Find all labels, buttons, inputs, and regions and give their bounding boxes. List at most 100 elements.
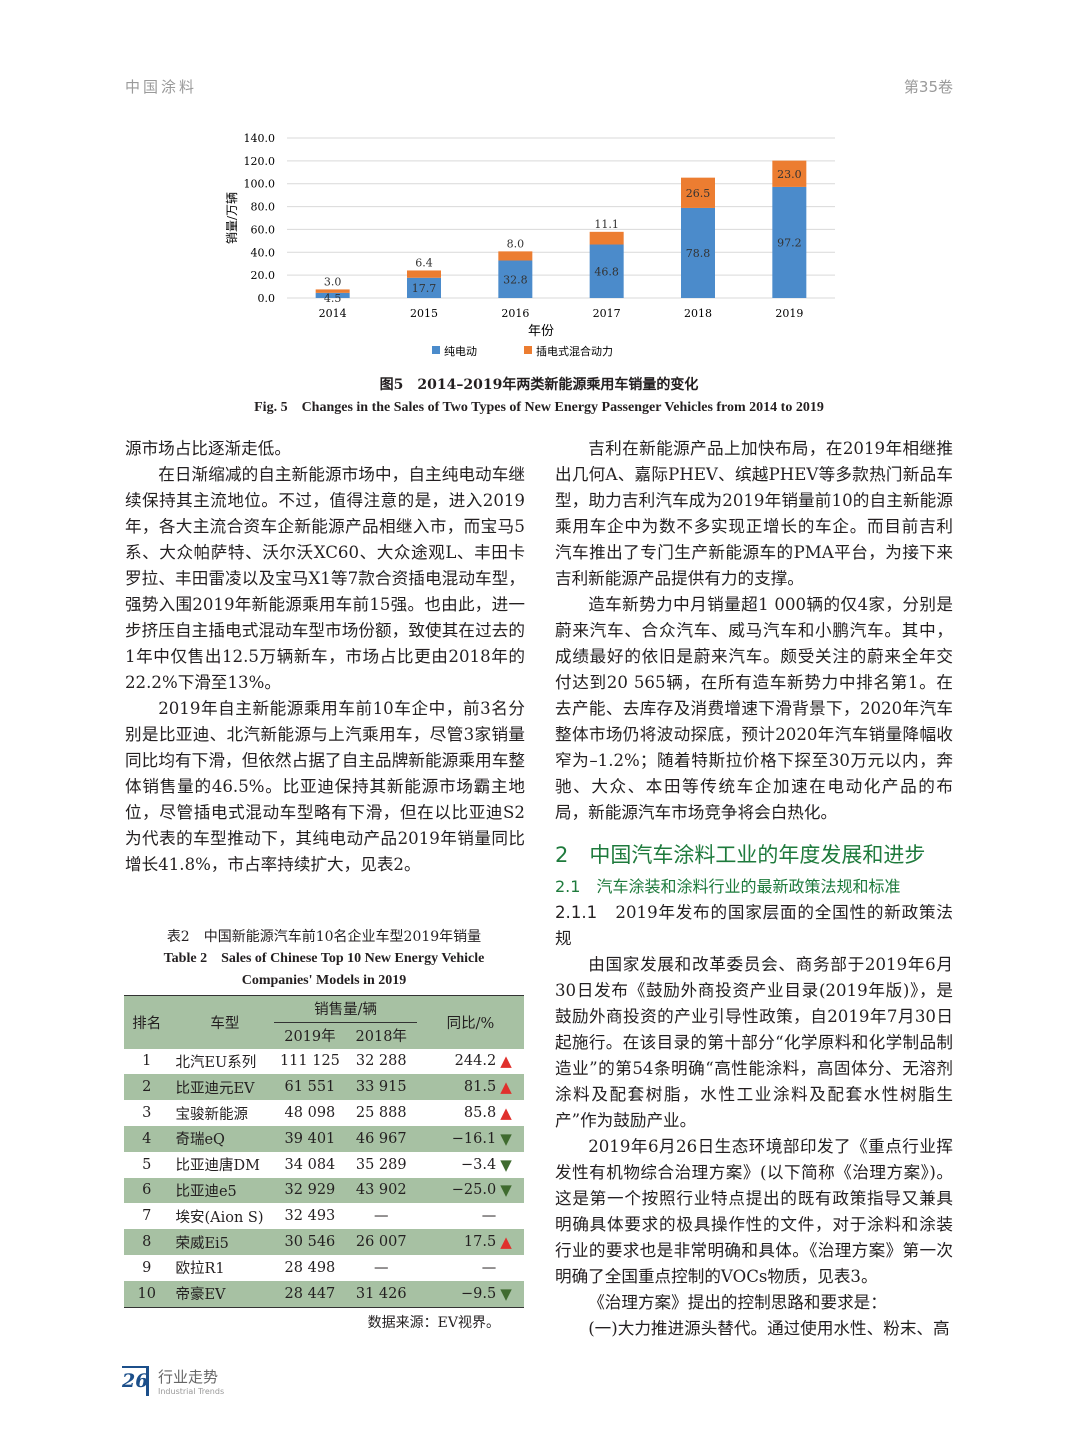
legend-label: 纯电动 [444, 345, 477, 358]
table-row: 9 欧拉R1 28 498 — — [124, 1255, 524, 1281]
arrow-up-icon: ▲ [500, 1104, 512, 1123]
paragraph: 由国家发展和改革委员会、商务部于2019年6月30日发布《鼓励外商投资产业目录(… [555, 955, 953, 1130]
yoy-cell: −25.0 [416, 1177, 501, 1204]
paragraph: (一)大力推进源头替代。通过使用水性、粉末、高 [588, 1319, 950, 1338]
rank-cell: 1 [142, 1053, 152, 1070]
sales-2019-cell: 32 929 [274, 1177, 346, 1204]
model-cell: 比亚迪e5 [169, 1177, 275, 1204]
figure-caption-cn: 图5 2014–2019年两类新能源乘用车销量的变化 [379, 377, 699, 393]
table-caption-cn: 表2 中国新能源汽车前10名企业车型2019年销量 [166, 929, 482, 945]
legend-swatch [524, 346, 532, 354]
journal-name: 中国涂料 [125, 78, 198, 96]
yoy-cell: −16.1 [416, 1125, 501, 1152]
right-column: 吉利在新能源产品上加快布局，在2019年相继推出几何A、嘉际PHEV、缤越PHE… [555, 436, 953, 1342]
model-cell: 荣威Ei5 [169, 1229, 275, 1255]
data-label: 6.4 [415, 256, 433, 269]
sales-2018-cell: 25 888 [355, 1105, 407, 1122]
rank-cell: 4 [124, 1125, 170, 1152]
bar-segment [407, 270, 441, 278]
page-number: 26 [122, 1370, 149, 1392]
yoy-cell: −3.4 [460, 1156, 497, 1173]
x-tick-label: 2017 [593, 307, 621, 320]
table-row: 6 比亚迪e5 32 929 43 902 −25.0 ▼ [124, 1177, 524, 1204]
table-row: 7 埃安(Aion S) 32 493 — — [124, 1203, 524, 1229]
sales-2019-cell: 34 084 [284, 1156, 336, 1173]
x-tick-label: 2014 [319, 307, 347, 320]
paragraph: 2019年自主新能源乘用车前10车企中，前3名分别是比亚迪、北汽新能源与上汽乘用… [125, 699, 525, 874]
bar-segment [589, 231, 624, 245]
sales-2019-cell: 28 498 [284, 1259, 336, 1276]
model-cell: 欧拉R1 [175, 1261, 225, 1278]
trend-cell: ▼ [500, 1177, 524, 1204]
table-row: 1 北汽EU系列 111 125 32 288 244.2 ▲ [124, 1049, 524, 1075]
sales-2018-cell: — [373, 1208, 389, 1225]
paragraph: 《治理方案》提出的控制思路和要求是： [588, 1293, 887, 1312]
yoy-cell: 17.5 [416, 1229, 501, 1255]
sales-table: 排名 车型 销售量/辆 同比/% 2019年 2018年 1 北汽EU系列 111 … [124, 995, 524, 1308]
x-tick-label: 2015 [410, 307, 438, 320]
rank-cell: 3 [142, 1105, 152, 1122]
table-source: 数据来源：EV视界。 [367, 1314, 500, 1331]
rank-cell: 9 [142, 1259, 152, 1276]
rank-cell: 10 [124, 1280, 170, 1308]
y-tick-label: 40.0 [251, 246, 276, 259]
header-model: 车型 [169, 995, 275, 1049]
data-label: 78.8 [686, 247, 711, 260]
x-tick-label: 2018 [684, 307, 712, 320]
header-rank: 排名 [124, 995, 170, 1049]
x-tick-label: 2019 [775, 307, 803, 320]
y-tick-label: 80.0 [251, 201, 276, 214]
data-label: 11.1 [594, 218, 619, 231]
sales-2018-cell: 26 007 [345, 1229, 417, 1255]
section-heading: 2 中国汽车涂料工业的年度发展和进步 [555, 843, 926, 867]
table-block: 表2 中国新能源汽车前10名企业车型2019年销量 Table 2 Sales … [124, 926, 524, 1332]
legend-swatch [432, 346, 440, 354]
paragraph: 源市场占比逐渐走低。 [125, 439, 291, 458]
data-label: 23.0 [777, 168, 802, 181]
arrow-up-icon: ▲ [500, 1052, 512, 1071]
volume-label: 第35卷 [903, 78, 953, 96]
header-sales: 销售量/辆 [274, 995, 417, 1023]
sales-2019-cell: 48 098 [284, 1105, 336, 1122]
model-cell: 北汽EU系列 [175, 1054, 257, 1071]
bar-segment [681, 177, 715, 208]
table-row: 8 荣威Ei5 30 546 26 007 17.5 ▲ [124, 1229, 524, 1255]
paragraph: 2019年6月26日生态环境部印发了《重点行业挥发性有机物综合治理方案》(以下简… [555, 1137, 953, 1286]
rank-cell: 7 [142, 1208, 152, 1225]
rank-cell: 6 [124, 1177, 170, 1204]
sales-2019-cell: 39 401 [274, 1125, 346, 1152]
trend-cell: ▼ [500, 1152, 524, 1178]
trend-cell [500, 1255, 524, 1281]
bar-segment [407, 277, 441, 298]
model-cell: 比亚迪唐DM [175, 1158, 260, 1175]
table-caption-en-2: Companies' Models in 2019 [241, 973, 407, 988]
data-label: 17.7 [412, 282, 437, 295]
sales-2018-cell: 32 288 [355, 1053, 407, 1070]
subsection-heading: 2.1 汽车涂装和涂料行业的最新政策法规和标准 [555, 877, 901, 896]
data-label: 97.2 [777, 236, 802, 249]
sales-2019-cell: 28 447 [274, 1280, 346, 1308]
stacked-bar-chart: 0.0 20.0 40.0 60.0 80.0 100.0 120.0 140.0 2014 4.… [225, 132, 835, 358]
x-axis-title: 年份 [528, 324, 554, 339]
sales-2018-cell: 31 426 [345, 1280, 417, 1308]
bar-segment [589, 244, 624, 298]
data-label: 8.0 [507, 237, 525, 250]
model-cell: 奇瑞eQ [169, 1125, 275, 1152]
footer-section-en: Industrial Trends [158, 1387, 225, 1396]
model-cell: 比亚迪元EV [169, 1074, 275, 1101]
arrow-down-icon: ▼ [500, 1129, 512, 1148]
bar-segment [315, 289, 350, 293]
figure-caption-en: Fig. 5 Changes in the Sales of Two Types… [254, 400, 824, 415]
y-tick-label: 100.0 [244, 178, 276, 191]
bar-segment [315, 292, 350, 298]
sales-2019-cell: 61 551 [274, 1074, 346, 1101]
table-row: 3 宝骏新能源 48 098 25 888 85.8 ▲ [124, 1100, 524, 1126]
y-tick-label: 0.0 [258, 292, 276, 305]
rank-cell: 8 [124, 1229, 170, 1255]
trend-cell [500, 1203, 524, 1229]
sales-2019-cell: 32 493 [284, 1208, 336, 1225]
sales-2019-cell: 30 546 [274, 1229, 346, 1255]
yoy-cell: 85.8 [463, 1105, 497, 1122]
bar-segment [772, 160, 807, 187]
y-tick-label: 120.0 [244, 155, 276, 168]
